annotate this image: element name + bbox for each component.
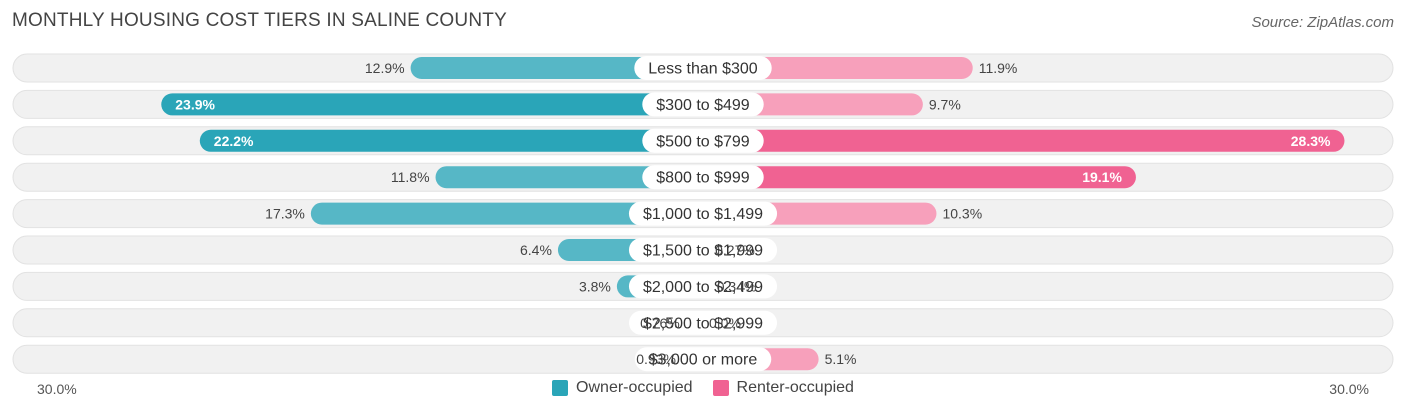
category-label: $1,000 to $1,499 [643, 206, 763, 223]
renter-value-label: 10.3% [942, 206, 982, 222]
owner-value-label: 0.76% [640, 315, 680, 331]
owner-value-label: 11.8% [391, 169, 430, 185]
owner-bar [161, 93, 703, 116]
renter-value-label: 11.9% [979, 60, 1018, 76]
category-label: $2,000 to $2,499 [643, 279, 763, 296]
renter-value-label: 28.3% [1291, 133, 1331, 149]
legend-renter-label: Renter-occupied [736, 379, 854, 396]
category-label: $300 to $499 [656, 97, 750, 114]
axis-right-label: 30.0% [1329, 381, 1369, 397]
renter-value-label: 0.34% [717, 278, 757, 294]
owner-swatch [552, 380, 569, 396]
category-label: Less than $300 [648, 61, 758, 78]
category-label: $3,000 or more [649, 352, 758, 369]
legend-item-renter: Renter-occupied [712, 379, 854, 397]
renter-swatch [712, 380, 729, 396]
axis-left-label: 30.0% [37, 381, 77, 397]
category-pill [628, 310, 778, 335]
owner-bar [435, 166, 703, 189]
renter-bar [703, 57, 973, 79]
renter-value-label: 0.27% [715, 242, 755, 258]
category-pill [634, 56, 772, 80]
renter-value-label: 5.1% [825, 351, 857, 367]
renter-bar [703, 129, 1345, 152]
chart-title: MONTHLY HOUSING COST TIERS IN SALINE COU… [12, 10, 507, 31]
owner-value-label: 22.2% [214, 133, 254, 149]
category-label: $2,500 to $2,999 [643, 315, 763, 332]
renter-value-label: 19.1% [1082, 169, 1122, 185]
owner-value-label: 23.9% [175, 96, 215, 112]
category-pill [634, 347, 772, 372]
renter-value-label: 0.0% [709, 315, 741, 331]
owner-value-label: 3.8% [579, 278, 611, 294]
category-pill [628, 238, 778, 262]
owner-bar [410, 57, 703, 79]
category-pill [628, 274, 778, 299]
category-pill [642, 165, 764, 190]
renter-value-label: 9.7% [929, 96, 961, 112]
legend-owner-label: Owner-occupied [576, 379, 693, 396]
category-pill [642, 92, 764, 117]
owner-bar [310, 202, 703, 225]
diverging-bar-chart: Less than $300 12.9% 11.9% $300 to $499 23.9… [12, 53, 1394, 374]
category-pill [628, 201, 778, 226]
renter-bar [703, 166, 1136, 189]
category-pill [642, 128, 764, 153]
owner-value-label: 17.3% [265, 206, 305, 222]
owner-bar [199, 129, 704, 152]
category-label: $1,500 to $1,999 [643, 243, 763, 260]
legend: Owner-occupied Renter-occupied [0, 379, 1406, 397]
owner-value-label: 12.9% [365, 60, 405, 76]
owner-value-label: 0.93% [636, 351, 676, 367]
source-label: Source: ZipAtlas.com [1251, 14, 1394, 31]
legend-item-owner: Owner-occupied [552, 379, 693, 397]
category-label: $500 to $799 [656, 133, 750, 150]
category-label: $800 to $999 [656, 170, 750, 187]
owner-value-label: 6.4% [520, 242, 552, 258]
